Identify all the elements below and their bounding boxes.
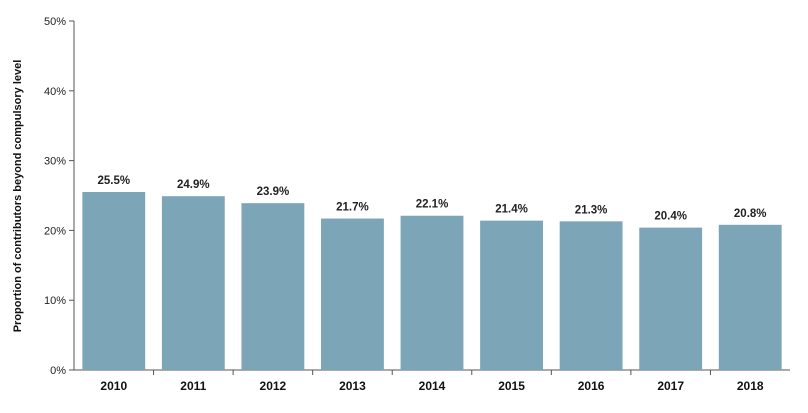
data-label: 21.4%	[495, 204, 528, 216]
x-tick-label: 2016	[578, 379, 605, 393]
data-label: 24.9%	[177, 179, 210, 191]
y-tick-label: 30%	[44, 156, 66, 168]
bar-2017	[639, 227, 703, 370]
y-tick-label: 40%	[44, 86, 66, 98]
bar-2012	[241, 203, 305, 370]
data-label: 20.4%	[654, 211, 687, 223]
x-tick-label: 2018	[737, 379, 764, 393]
x-tick-label: 2017	[657, 379, 684, 393]
bar-2011	[161, 196, 225, 370]
y-tick-label: 20%	[44, 225, 66, 237]
bar-2013	[321, 218, 384, 370]
y-axis-title: Proportion of contributors beyond compul…	[12, 60, 24, 333]
labels: 2010 25.5% 2011 24.9% 2012 23.9% 2013 21.7% 2014…	[97, 175, 766, 393]
x-tick-label: 2010	[100, 379, 127, 393]
y-tick-label: 0%	[50, 365, 66, 377]
x-tick-label: 2012	[260, 379, 287, 393]
bars	[82, 192, 782, 370]
data-label: 25.5%	[97, 175, 130, 187]
bar-2018	[718, 224, 782, 370]
data-label: 23.9%	[257, 186, 290, 198]
data-label: 22.1%	[416, 199, 449, 211]
x-tick-label: 2014	[419, 379, 446, 393]
bar-2014	[400, 215, 464, 370]
data-label: 21.3%	[575, 204, 608, 216]
x-tick-label: 2013	[339, 379, 366, 393]
x-tick-label: 2011	[180, 379, 206, 393]
data-label: 21.7%	[336, 202, 369, 214]
bar-2010	[82, 192, 146, 370]
bar-2015	[480, 220, 543, 370]
bar-2016	[559, 221, 623, 370]
y-tick-label: 50%	[44, 16, 66, 28]
y-tick-label: 10%	[44, 295, 66, 307]
x-tick-label: 2015	[498, 379, 525, 393]
data-label: 20.8%	[734, 208, 767, 220]
